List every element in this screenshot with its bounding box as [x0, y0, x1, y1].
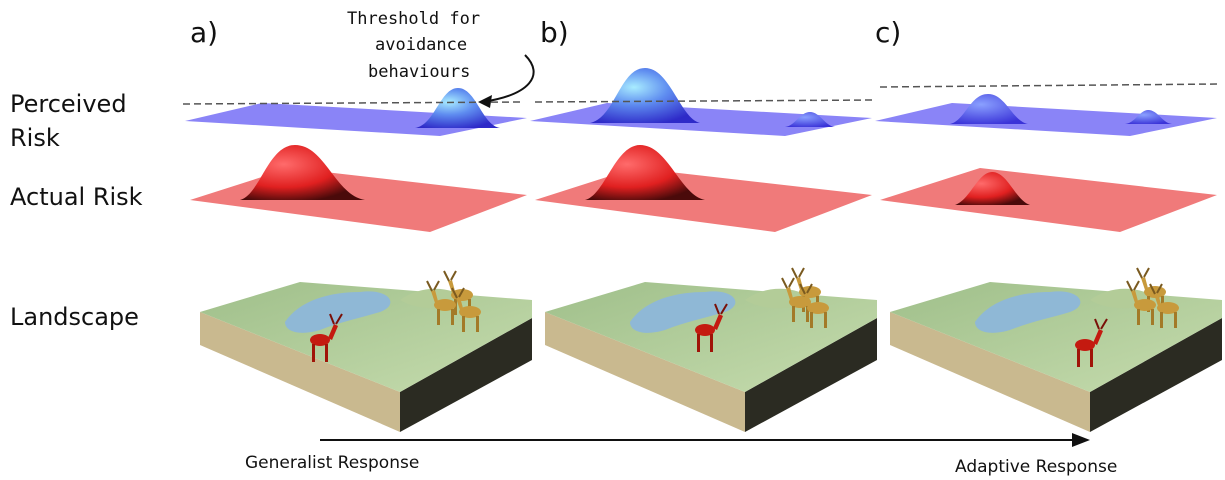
threshold-line [535, 100, 875, 102]
row-label: Perceived [10, 90, 127, 118]
annotation-arrowhead [478, 95, 492, 108]
perceived-bump [415, 88, 500, 128]
panel-b [530, 103, 877, 432]
perceived-bump [590, 68, 700, 123]
axis-label: Adaptive Response [955, 457, 1117, 477]
panel-label: c) [875, 16, 901, 49]
response-arrowhead [1072, 433, 1090, 447]
panel-label: a) [190, 16, 218, 49]
row-label: Landscape [10, 303, 139, 331]
annotation: avoidance [375, 35, 467, 55]
annotation-arrow [482, 55, 534, 102]
actual-bump [585, 145, 705, 200]
panel-label: b) [540, 16, 569, 49]
threshold-line [880, 84, 1220, 87]
figure: Perceived Risk Actual Risk Landscape a) … [0, 0, 1225, 480]
axis-label: Generalist Response [245, 453, 419, 473]
annotation: Threshold for [347, 9, 480, 29]
panel-c [875, 103, 1222, 432]
row-label: Actual Risk [10, 183, 143, 211]
actual-bump [240, 145, 365, 200]
annotation: behaviours [368, 62, 470, 82]
row-label: Risk [10, 124, 60, 152]
panel-a [185, 103, 532, 432]
